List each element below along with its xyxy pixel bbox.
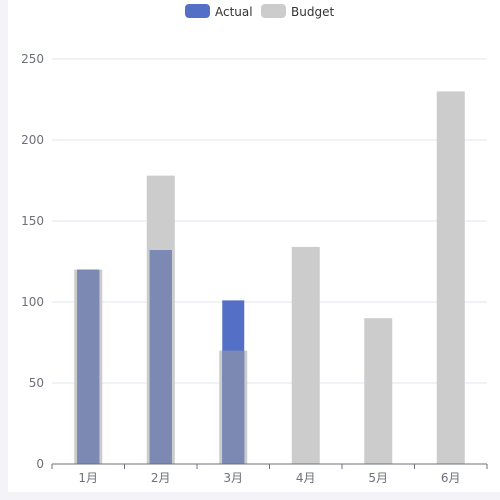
x-tick-label-2: 2月: [151, 471, 171, 485]
y-tick-label-150: 150: [21, 214, 44, 228]
legend-swatch-actual: [185, 4, 210, 18]
legend-label-budget: Budget: [291, 5, 334, 19]
x-tick-label-4: 4月: [296, 471, 316, 485]
legend[interactable]: Actual Budget: [185, 4, 334, 19]
y-axis: 0 50 100 150 200 250: [21, 52, 44, 471]
bar-budget-6: [436, 91, 465, 465]
grid-lines: [52, 58, 487, 384]
bar-overlap-1: [77, 269, 100, 464]
x-axis: 1月 2月 3月 4月 5月 6月: [51, 463, 488, 485]
bars: [74, 91, 465, 465]
legend-label-actual: Actual: [215, 5, 253, 19]
bar-budget-5: [364, 318, 393, 464]
x-tick-label-6: 6月: [441, 471, 461, 485]
x-tick-label-1: 1月: [78, 471, 98, 485]
left-edge-strip: [0, 0, 8, 500]
y-tick-label-200: 200: [21, 133, 44, 147]
legend-swatch-budget: [261, 4, 286, 18]
y-tick-label-100: 100: [21, 295, 44, 309]
bar-budget-4: [291, 246, 320, 464]
x-tick-label-5: 5月: [368, 471, 388, 485]
legend-item-budget[interactable]: Budget: [261, 4, 334, 19]
bar-overlap-3: [222, 350, 245, 464]
bottom-edge-strip: [0, 492, 500, 500]
legend-item-actual[interactable]: Actual: [185, 4, 253, 19]
x-tick-label-3: 3月: [223, 471, 243, 485]
y-tick-label-0: 0: [36, 457, 44, 471]
y-tick-label-50: 50: [29, 376, 44, 390]
bar-overlap-2: [149, 250, 172, 464]
y-tick-label-250: 250: [21, 52, 44, 66]
